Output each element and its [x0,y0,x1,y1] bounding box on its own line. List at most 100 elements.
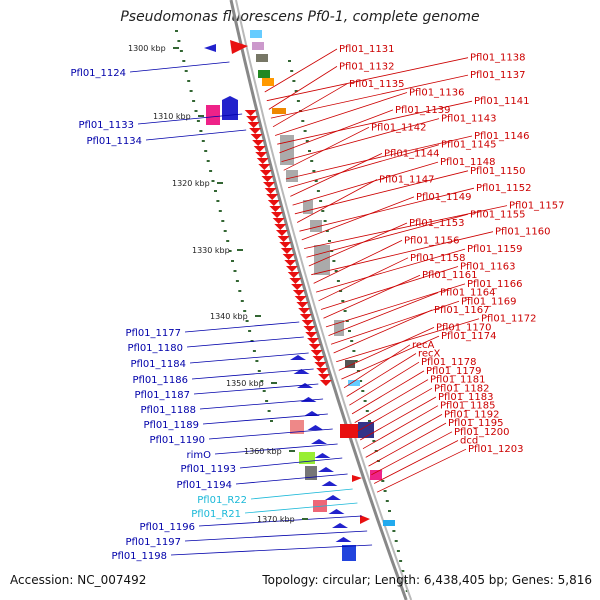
left-leader-line [239,457,343,469]
right-leader-line [365,414,443,458]
ruler-dot [267,410,271,412]
right-feature-label: Pfl01_1152 [476,183,532,194]
ruler-dot [312,170,316,172]
scale-label: 1350 kbp [226,379,264,388]
forward-gene-arrow [250,134,263,140]
ruler-dot [194,110,198,112]
accession-text: Accession: NC_007492 [10,573,147,587]
reverse-gene-arrow [325,495,341,500]
ruler-dot [192,100,196,102]
right-feature-label: Pfl01_1146 [474,131,530,142]
right-feature-label: Pfl01_1158 [410,253,466,264]
ruler-dot [260,380,264,382]
scale-label: 1330 kbp [192,246,230,255]
gene-block [305,466,317,480]
left-leader-line [250,488,353,500]
forward-gene-arrow [282,254,295,260]
left-feature-label: Pfl01_1197 [125,537,181,548]
ruler-dot [359,380,363,382]
ruler-dot [199,130,203,132]
ruler-dot [270,420,273,422]
reverse-gene-arrow [297,383,313,388]
ruler-dot [392,530,396,532]
left-feature-label: Pfl01_1124 [70,68,126,79]
ruler-dot [245,320,249,322]
ruler-dot [235,280,239,282]
right-feature-label: Pfl01_1172 [481,314,537,325]
right-feature-label: Pfl01_1137 [470,70,526,81]
left-leader-line [137,113,243,125]
left-leader-line [199,398,324,410]
left-leader-line [244,502,358,514]
backbone-reverse-strand [235,0,413,600]
right-leader-line [299,187,475,232]
gene-block [250,30,262,38]
left-leader-line [129,61,230,73]
left-feature-label: Pfl01_R22 [197,495,247,506]
right-leader-line [373,440,459,484]
reverse-gene-arrow [332,523,348,528]
forward-gene-arrow [360,515,370,524]
gene-block [258,70,270,78]
reverse-gene-arrow [328,509,345,514]
left-leader-line [214,443,338,455]
left-feature-label: Pfl01_1198 [111,551,167,562]
left-feature-label: Pfl01_1196 [139,522,195,533]
ruler-dot [265,400,269,402]
right-leader-line [313,240,403,284]
right-leader-line [376,448,467,493]
right-leader-line [294,170,469,215]
ruler-dot [216,200,220,202]
right-leader-line [290,153,383,197]
right-leader-line [346,353,417,397]
ruler-dot [321,210,325,212]
right-leader-line [292,161,439,206]
right-leader-line [343,344,411,389]
forward-gene-arrow [292,290,305,296]
reverse-gene-arrow [204,44,216,52]
gene-features [204,30,395,561]
left-feature-label: Pfl01_R21 [191,509,241,520]
right-feature-label: Pfl01_1182 [434,383,490,394]
ruler-dot [365,410,369,412]
right-feature-label: Pfl01_1169 [461,296,517,307]
right-feature-label: Pfl01_1135 [349,79,405,90]
scale-label: 1310 kbp [153,112,191,121]
right-leader-line [349,361,420,406]
ruler-dot [296,100,300,102]
forward-gene-arrow [264,188,277,194]
gene-block [286,170,298,182]
forward-gene-arrow [271,212,284,218]
right-leader-line [308,222,408,267]
ruler-dot [332,260,336,262]
reverse-gene-arrow [222,96,238,120]
forward-gene-arrow [252,140,265,146]
feature-labels[interactable]: Pfl01_1131 Pfl01_1138 Pfl01_1132 Pfl01_1137… [70,44,564,562]
right-feature-label: Pfl01_1153 [409,218,465,229]
right-feature-label: Pfl01_1174 [441,331,497,342]
ruler-dot [374,450,378,452]
genome-info-text: Topology: circular; Length: 6,438,405 bp… [262,573,592,587]
right-feature-label: Pfl01_1192 [444,409,500,420]
scale-tick [217,182,223,184]
right-feature-label: Pfl01_1203 [468,444,524,455]
ruler-dot [305,140,309,142]
ruler-dot [356,370,360,372]
ruler-dot [301,120,305,122]
left-leader-line [189,352,309,364]
right-feature-label: Pfl01_1145 [441,140,497,151]
forward-gene-arrow [303,326,316,332]
scale-tick [173,47,179,49]
reverse-gene-arrow [335,537,352,542]
ruler-dot [341,300,345,302]
right-leader-line [330,300,460,345]
right-feature-label: Pfl01_1149 [416,192,472,203]
reverse-gene-arrow [321,481,338,486]
gene-block [252,42,264,50]
forward-gene-arrow [310,350,323,356]
right-feature-label: Pfl01_1142 [371,122,427,133]
backbone-forward-strand [229,0,408,600]
ruler-dot [381,480,385,482]
ruler-dot [262,390,266,392]
